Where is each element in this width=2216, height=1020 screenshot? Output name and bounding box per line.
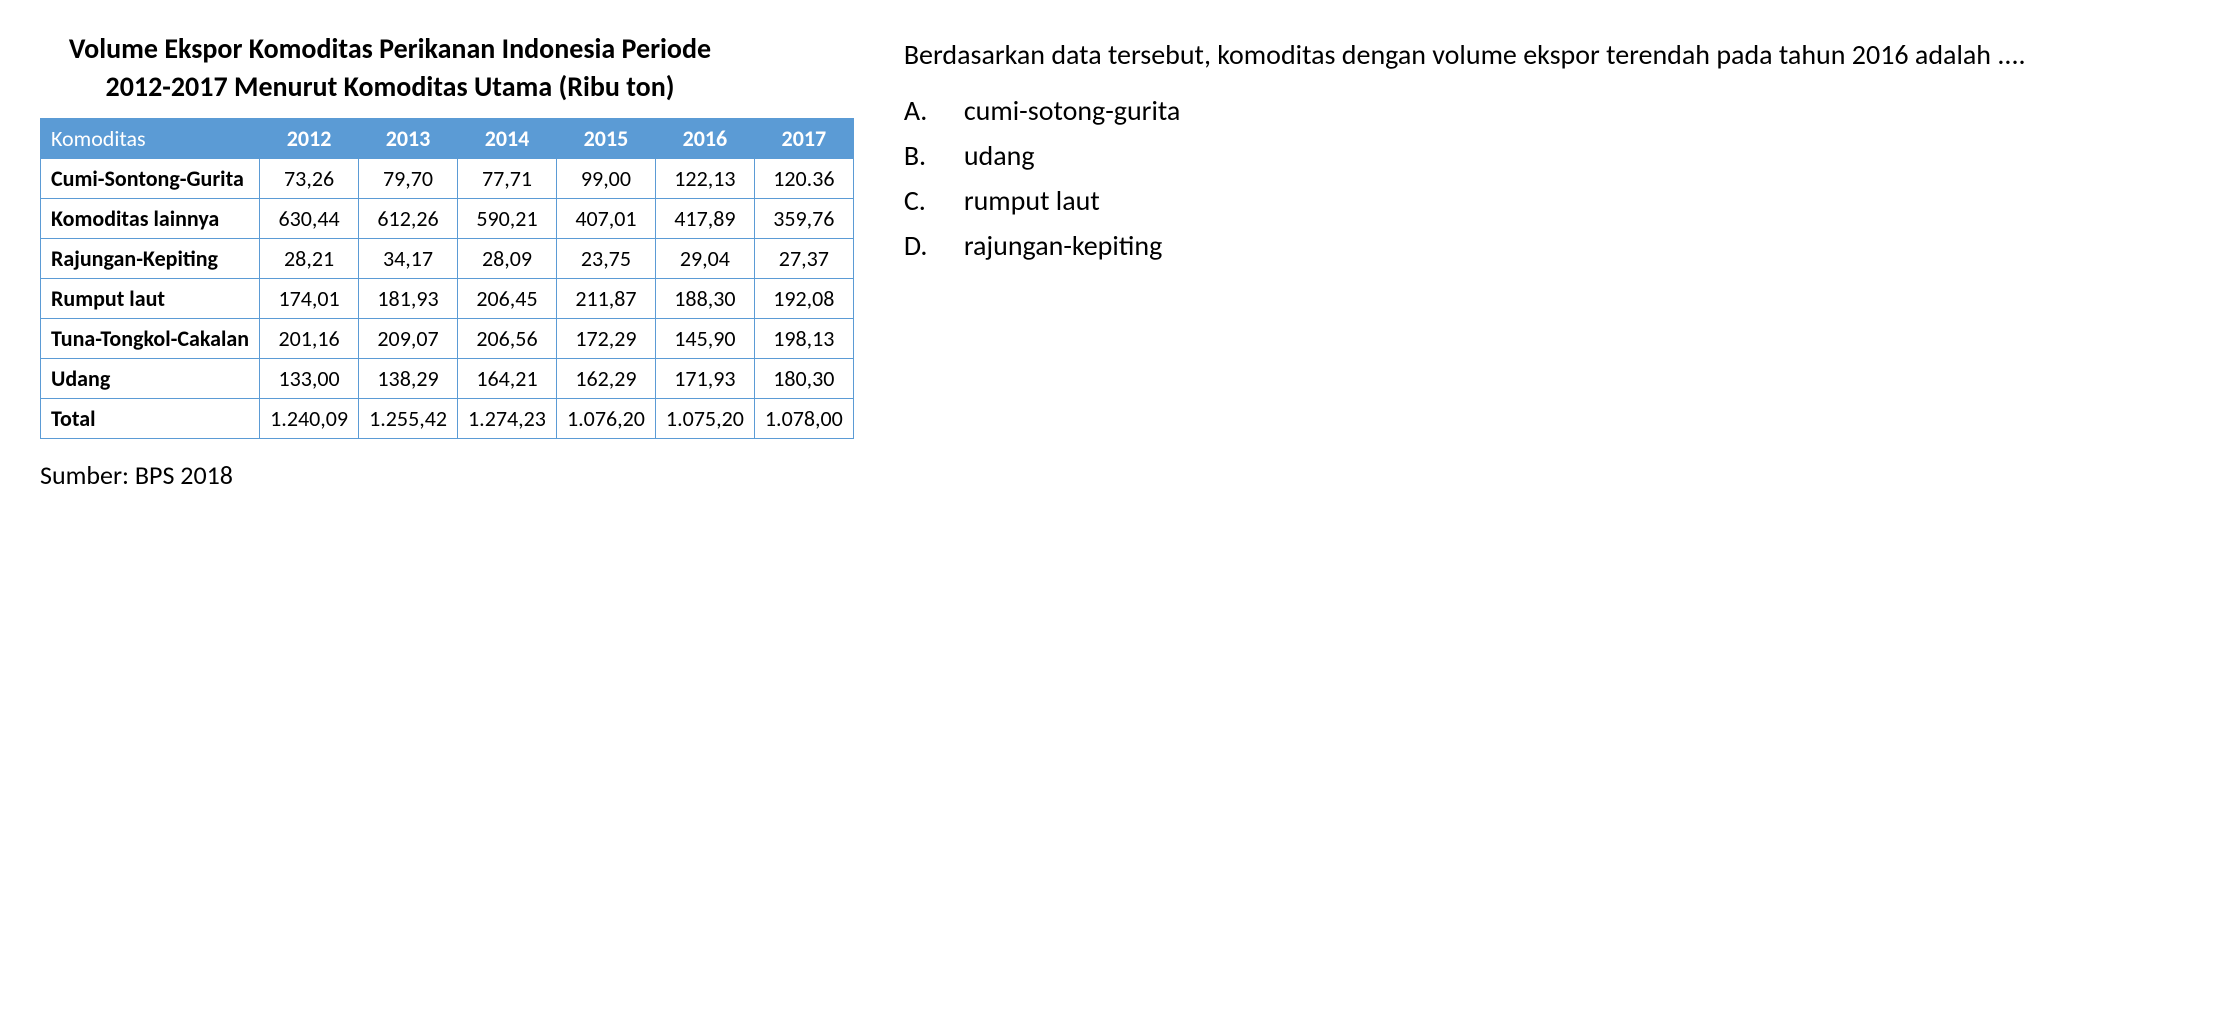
option-letter: B. [904,134,934,179]
table-cell: 27,37 [754,238,853,278]
table-cell: 162,29 [556,358,655,398]
table-header-cell: 2012 [260,118,359,158]
table-cell: 359,76 [754,198,853,238]
table-cell: 133,00 [260,358,359,398]
data-table: Komoditas 2012 2013 2014 2015 2016 2017 … [40,118,854,439]
table-cell: Rajungan-Kepiting [41,238,260,278]
option-text: rajungan-kepiting [964,224,1162,269]
table-cell: Tuna-Tongkol-Cakalan [41,318,260,358]
option-text: udang [964,134,1035,179]
table-cell: 29,04 [655,238,754,278]
table-header-row: Komoditas 2012 2013 2014 2015 2016 2017 [41,118,854,158]
table-body: Cumi-Sontong-Gurita 73,26 79,70 77,71 99… [41,158,854,438]
option-text: cumi-sotong-gurita [964,89,1181,134]
table-cell: 1.075,20 [655,398,754,438]
table-cell: 188,30 [655,278,754,318]
table-cell: 1.076,20 [556,398,655,438]
table-cell: 79,70 [359,158,458,198]
option-d: D. rajungan-kepiting [904,224,2176,269]
table-header-cell: 2015 [556,118,655,158]
table-row: Komoditas lainnya 630,44 612,26 590,21 4… [41,198,854,238]
table-cell: 590,21 [458,198,557,238]
table-cell: 23,75 [556,238,655,278]
source-text: Sumber: BPS 2018 [40,459,854,491]
table-cell: 1.255,42 [359,398,458,438]
table-cell: 181,93 [359,278,458,318]
table-header-cell: Komoditas [41,118,260,158]
option-c: C. rumput laut [904,179,2176,224]
table-header-cell: 2017 [754,118,853,158]
table-cell: 164,21 [458,358,557,398]
table-cell: Udang [41,358,260,398]
table-row: Rajungan-Kepiting 28,21 34,17 28,09 23,7… [41,238,854,278]
table-cell: Cumi-Sontong-Gurita [41,158,260,198]
option-letter: D. [904,224,934,269]
table-cell: Komoditas lainnya [41,198,260,238]
table-cell: 192,08 [754,278,853,318]
table-cell: 630,44 [260,198,359,238]
table-cell: 209,07 [359,318,458,358]
option-b: B. udang [904,134,2176,179]
table-cell: 1.078,00 [754,398,853,438]
table-row: Tuna-Tongkol-Cakalan 201,16 209,07 206,5… [41,318,854,358]
table-cell: 73,26 [260,158,359,198]
table-cell: 1.274,23 [458,398,557,438]
table-cell: 1.240,09 [260,398,359,438]
table-cell: 77,71 [458,158,557,198]
table-cell: Rumput laut [41,278,260,318]
table-header-cell: 2014 [458,118,557,158]
table-cell: 612,26 [359,198,458,238]
table-cell: 145,90 [655,318,754,358]
table-title: Volume Ekspor Komoditas Perikanan Indone… [40,30,740,106]
table-cell: 206,45 [458,278,557,318]
left-panel: Volume Ekspor Komoditas Perikanan Indone… [40,30,854,491]
options-list: A. cumi-sotong-gurita B. udang C. rumput… [904,89,2176,268]
table-cell: 120.36 [754,158,853,198]
table-cell: 417,89 [655,198,754,238]
table-cell: 407,01 [556,198,655,238]
table-cell: 99,00 [556,158,655,198]
table-row: Rumput laut 174,01 181,93 206,45 211,87 … [41,278,854,318]
table-cell: 122,13 [655,158,754,198]
table-cell: 198,13 [754,318,853,358]
table-cell: 206,56 [458,318,557,358]
table-cell: Total [41,398,260,438]
right-panel: Berdasarkan data tersebut, komoditas den… [904,30,2176,491]
table-row: Total 1.240,09 1.255,42 1.274,23 1.076,2… [41,398,854,438]
option-text: rumput laut [964,179,1100,224]
table-header-cell: 2013 [359,118,458,158]
table-cell: 211,87 [556,278,655,318]
option-letter: A. [904,89,934,134]
table-header-cell: 2016 [655,118,754,158]
table-cell: 138,29 [359,358,458,398]
option-a: A. cumi-sotong-gurita [904,89,2176,134]
question-text: Berdasarkan data tersebut, komoditas den… [904,35,2176,74]
table-row: Cumi-Sontong-Gurita 73,26 79,70 77,71 99… [41,158,854,198]
table-cell: 174,01 [260,278,359,318]
table-cell: 34,17 [359,238,458,278]
table-cell: 172,29 [556,318,655,358]
table-cell: 171,93 [655,358,754,398]
table-cell: 28,09 [458,238,557,278]
option-letter: C. [904,179,934,224]
table-row: Udang 133,00 138,29 164,21 162,29 171,93… [41,358,854,398]
table-cell: 28,21 [260,238,359,278]
table-cell: 180,30 [754,358,853,398]
table-cell: 201,16 [260,318,359,358]
